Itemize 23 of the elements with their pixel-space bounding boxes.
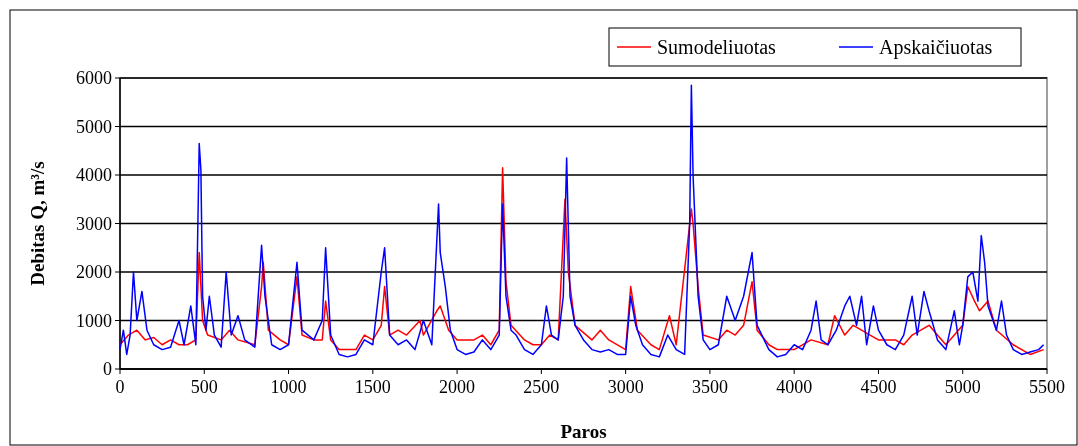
y-tick-label: 1000 (76, 310, 112, 331)
y-axis-title: Debitas Q, m³/s (27, 161, 48, 286)
y-tick-label: 4000 (76, 165, 112, 186)
y-tick-label: 2000 (76, 262, 112, 283)
x-tick-label: 0 (115, 377, 125, 397)
x-tick-label: 3500 (691, 377, 728, 397)
x-tick-label: 4000 (776, 377, 813, 397)
x-tick-label: 500 (190, 377, 218, 397)
x-tick-label: 1000 (270, 377, 307, 397)
x-tick-label: 3000 (607, 377, 644, 397)
x-tick-label: 5500 (1029, 377, 1065, 397)
x-axis-title: Paros (560, 421, 607, 442)
y-tick-label: 0 (103, 359, 112, 380)
y-tick-label: 3000 (76, 213, 112, 234)
y-tick-label: 6000 (76, 68, 112, 89)
x-tick-label: 5000 (944, 377, 981, 397)
legend-label: Sumodeliuotas (657, 36, 777, 58)
x-tick-label: 2000 (439, 377, 476, 397)
y-tick-label: 5000 (76, 116, 112, 137)
x-tick-label: 4500 (860, 377, 897, 397)
legend-label: Apskaičiuotas (879, 36, 993, 59)
x-tick-label: 2500 (523, 377, 560, 397)
x-tick-label: 1500 (354, 377, 391, 397)
